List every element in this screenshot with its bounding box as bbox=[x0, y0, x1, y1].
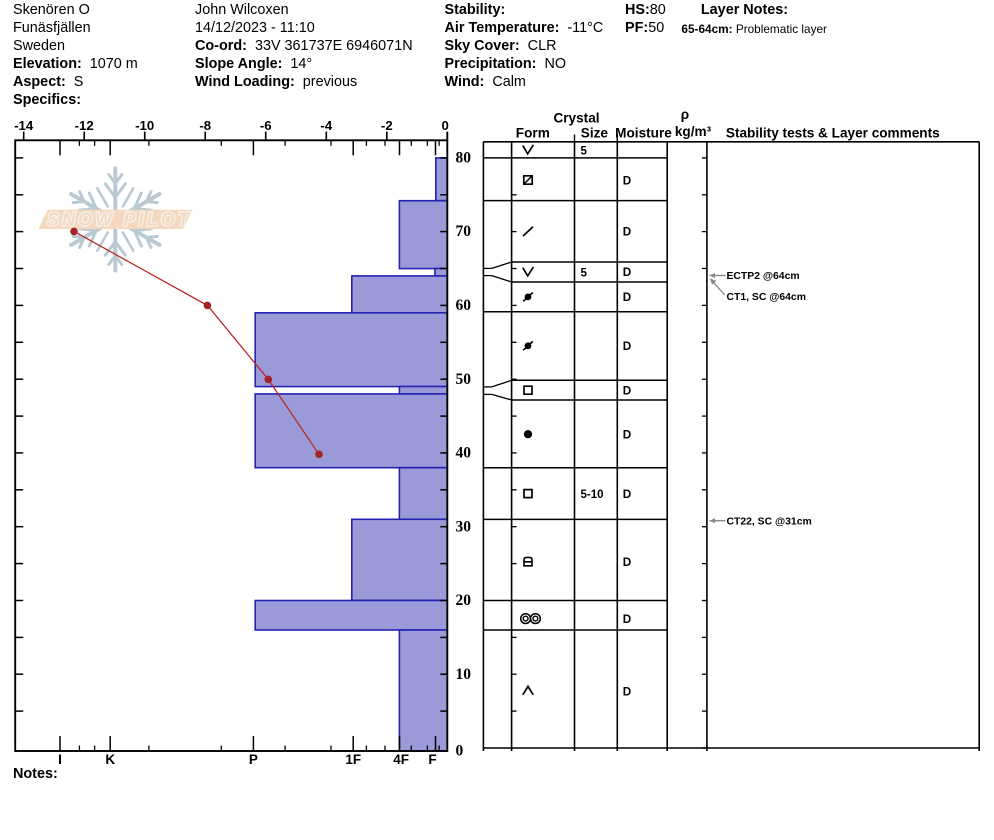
svg-text:Moisture: Moisture bbox=[615, 126, 672, 141]
svg-text:D: D bbox=[623, 429, 631, 442]
svg-text:D: D bbox=[623, 685, 631, 698]
svg-text:-8: -8 bbox=[199, 118, 211, 133]
svg-text:D: D bbox=[623, 556, 631, 569]
svg-text:D: D bbox=[623, 174, 631, 187]
svg-text:D: D bbox=[623, 385, 631, 398]
svg-text:60: 60 bbox=[456, 297, 472, 314]
svg-text:P: P bbox=[249, 752, 258, 767]
svg-text:-10: -10 bbox=[135, 118, 154, 133]
svg-text:Size: Size bbox=[581, 126, 609, 141]
svg-text:20: 20 bbox=[456, 592, 472, 609]
svg-text:0: 0 bbox=[442, 118, 449, 133]
svg-text:Stability tests & Layer commen: Stability tests & Layer comments bbox=[726, 126, 940, 141]
svg-text:D: D bbox=[623, 488, 631, 501]
svg-text:D: D bbox=[623, 340, 631, 353]
svg-text:10: 10 bbox=[456, 666, 472, 683]
svg-text:D: D bbox=[623, 226, 631, 239]
svg-text:kg/m³: kg/m³ bbox=[675, 124, 712, 139]
svg-text:ρ: ρ bbox=[681, 107, 689, 122]
svg-text:F: F bbox=[428, 752, 436, 767]
svg-text:-12: -12 bbox=[75, 118, 94, 133]
svg-text:CT22, SC @31cm: CT22, SC @31cm bbox=[727, 516, 812, 527]
svg-text:SNOW PILOT: SNOW PILOT bbox=[47, 210, 192, 230]
svg-text:-14: -14 bbox=[14, 118, 34, 133]
svg-text:D: D bbox=[623, 291, 631, 304]
svg-text:4F: 4F bbox=[393, 752, 409, 767]
svg-text:50: 50 bbox=[456, 371, 472, 388]
svg-text:80: 80 bbox=[456, 150, 472, 167]
svg-text:D: D bbox=[623, 266, 631, 279]
svg-text:70: 70 bbox=[456, 223, 472, 240]
svg-text:Form: Form bbox=[516, 126, 550, 141]
svg-text:30: 30 bbox=[456, 518, 472, 535]
svg-text:5: 5 bbox=[581, 267, 588, 279]
svg-text:40: 40 bbox=[456, 445, 472, 462]
svg-text:-4: -4 bbox=[320, 118, 332, 133]
svg-text:-2: -2 bbox=[381, 118, 393, 133]
svg-text:ECTP2 @64cm: ECTP2 @64cm bbox=[727, 271, 800, 282]
svg-text:-6: -6 bbox=[260, 118, 272, 133]
svg-text:CT1, SC @64cm: CT1, SC @64cm bbox=[727, 292, 806, 303]
svg-text:5: 5 bbox=[581, 145, 588, 157]
svg-text:5-10: 5-10 bbox=[581, 489, 604, 501]
svg-text:K: K bbox=[105, 752, 115, 767]
svg-text:Crystal: Crystal bbox=[553, 110, 599, 125]
svg-text:0: 0 bbox=[456, 742, 464, 759]
svg-text:D: D bbox=[623, 613, 631, 626]
svg-text:1F: 1F bbox=[345, 752, 361, 767]
svg-text:I: I bbox=[58, 752, 62, 767]
